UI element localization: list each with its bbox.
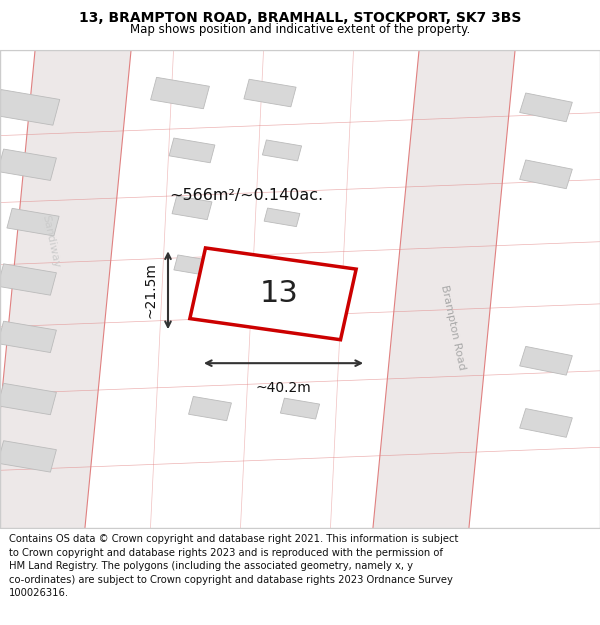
Polygon shape — [188, 396, 232, 421]
Polygon shape — [0, 41, 132, 538]
Polygon shape — [0, 264, 56, 295]
Polygon shape — [190, 248, 356, 340]
Text: ~40.2m: ~40.2m — [256, 381, 311, 396]
Polygon shape — [0, 441, 56, 472]
Polygon shape — [169, 138, 215, 162]
Polygon shape — [520, 160, 572, 189]
Polygon shape — [0, 383, 56, 415]
Polygon shape — [372, 41, 516, 538]
Polygon shape — [264, 208, 300, 227]
Polygon shape — [0, 149, 56, 181]
Polygon shape — [520, 346, 572, 375]
Polygon shape — [262, 140, 302, 161]
Text: 13: 13 — [260, 279, 298, 308]
Text: Brampton Road: Brampton Road — [439, 284, 467, 371]
Polygon shape — [7, 208, 59, 236]
Text: ~566m²/~0.140ac.: ~566m²/~0.140ac. — [169, 188, 323, 203]
Polygon shape — [151, 78, 209, 109]
Text: Map shows position and indicative extent of the property.: Map shows position and indicative extent… — [130, 23, 470, 36]
Polygon shape — [280, 398, 320, 419]
Polygon shape — [0, 321, 56, 352]
Text: Contains OS data © Crown copyright and database right 2021. This information is : Contains OS data © Crown copyright and d… — [9, 534, 458, 598]
Polygon shape — [520, 93, 572, 122]
Polygon shape — [172, 196, 212, 219]
Text: 13, BRAMPTON ROAD, BRAMHALL, STOCKPORT, SK7 3BS: 13, BRAMPTON ROAD, BRAMHALL, STOCKPORT, … — [79, 11, 521, 25]
Text: Sandiway: Sandiway — [40, 214, 62, 269]
Polygon shape — [174, 255, 210, 276]
Text: ~21.5m: ~21.5m — [143, 262, 157, 318]
Polygon shape — [520, 409, 572, 437]
Polygon shape — [0, 89, 60, 125]
Polygon shape — [244, 79, 296, 107]
